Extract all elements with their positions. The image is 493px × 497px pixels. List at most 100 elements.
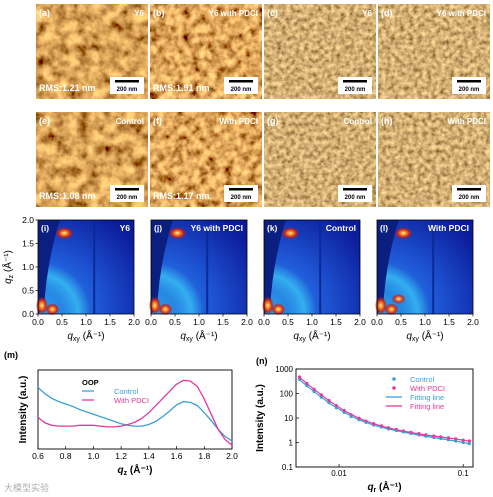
giwaxs-xlabel: qxy (Å⁻¹): [180, 329, 217, 343]
giwaxs-xtick-label: 1.0: [193, 317, 205, 327]
giwaxs-ip-spot: [45, 303, 60, 316]
afm-scalebar: [343, 80, 367, 83]
giwaxs-panel-l: (l) With PDCI 0.0 0.5 1.0 1.5 2.0 qxy (Å⁻¹): [371, 219, 479, 343]
giwaxs-xlabel-unit: (Å⁻¹): [80, 329, 105, 342]
chart-m-series-control-line: [37, 386, 233, 442]
chart-n-ytick-label: 1: [289, 439, 294, 448]
giwaxs-ip-spot: [271, 303, 286, 316]
giwaxs-detector-gap: [206, 220, 209, 314]
giwaxs-lamellar-spot: [374, 296, 387, 315]
afm-panel-c: (c) Y6 200 nm: [264, 4, 376, 99]
afm-panel-d: (d) Y6 with PDCI 200 nm: [378, 4, 490, 99]
giwaxs-xlabel: qxy (Å⁻¹): [406, 329, 443, 343]
chart-m-legend-label: Control: [114, 387, 139, 396]
giwaxs-ytick-label: 1.5: [22, 239, 34, 249]
afm-panel-label: (b): [153, 8, 165, 18]
chart-n-xtick-label: 0.1: [458, 469, 470, 478]
giwaxs-missing-wedge: [38, 220, 60, 314]
giwaxs-oop-spot: [394, 227, 413, 240]
afm-panel-title: Y6 with PDCI: [209, 9, 258, 18]
giwaxs-oop-spot: [55, 227, 74, 240]
giwaxs-lamellar-spot: [261, 296, 274, 315]
giwaxs-xtick-label: 1.0: [80, 317, 92, 327]
giwaxs-panel-title: With PDCI: [428, 223, 469, 233]
afm-scalebar-label: 200 nm: [231, 195, 252, 201]
giwaxs-ytick-label: 1.0: [22, 262, 34, 272]
chart-n-fit-line: [299, 379, 470, 445]
giwaxs-panel-label: (j): [154, 223, 162, 233]
afm-panel-label: (c): [267, 8, 278, 18]
afm-scalebar-label: 200 nm: [231, 87, 252, 93]
afm-panel-title: Y6: [134, 9, 144, 18]
chart-m-ylabel: Intensity (a.u.): [18, 376, 29, 444]
chart-m-annotation: OOP: [82, 378, 99, 387]
giwaxs-missing-wedge: [264, 220, 286, 314]
chart-m-xlabel-q: q: [118, 465, 124, 476]
chart-m-xtick-label: 1.0: [88, 451, 100, 461]
giwaxs-ylabel-unit: (Å⁻¹): [1, 250, 14, 275]
giwaxs-xtick-label: 0.0: [32, 317, 44, 327]
giwaxs-xlabel-q: q: [406, 331, 412, 342]
giwaxs-ytick-label: 2.0: [22, 215, 34, 225]
giwaxs-xlabel-sub: xy: [299, 336, 307, 343]
afm-panel-h: (h) With PDCI 200 nm: [378, 112, 490, 207]
chart-n-ylabel: Intensity (a.u.): [255, 384, 266, 452]
giwaxs-xtick-label: 1.5: [217, 317, 229, 327]
chart-m-xlabel: qz (Å⁻¹): [118, 463, 153, 477]
chart-m-xlabel-sub: z: [124, 470, 128, 477]
chart-m-legend-label: With PDCI: [114, 396, 149, 405]
giwaxs-oop-spot: [168, 227, 187, 240]
giwaxs-panel-title: Y6: [120, 223, 131, 233]
afm-panel-b: (b) Y6 with PDCI RMS:1.91 nm 200 nm: [150, 4, 262, 99]
chart-m-panel-label: (m): [4, 350, 18, 360]
chart-m-xtick-label: 0.6: [32, 451, 44, 461]
giwaxs-detector-gap: [93, 220, 96, 314]
giwaxs-xtick-label: 0.5: [56, 317, 68, 327]
afm-panel-a: (a) Y6 RMS:1.21 nm 200 nm: [36, 4, 148, 99]
giwaxs-xtick-label: 2.0: [128, 317, 140, 327]
chart-n-xlabel-sub: r: [374, 487, 377, 494]
giwaxs-panel-label: (i): [41, 223, 49, 233]
afm-rms-value: RMS:1.91 nm: [153, 83, 210, 93]
giwaxs-xlabel-unit: (Å⁻¹): [193, 329, 218, 342]
giwaxs-panel-i: (i) Y6 0.0 0.5 1.0 1.5 2.0 qxy (Å⁻¹): [32, 219, 140, 343]
afm-scalebar: [343, 188, 367, 191]
afm-scalebar-label: 200 nm: [345, 195, 366, 201]
chart-m-series-pdci-line: [37, 379, 233, 446]
afm-panel-title: Control: [344, 117, 372, 126]
chart-m-xtick-label: 1.4: [143, 451, 155, 461]
giwaxs-xlabel-sub: xy: [186, 336, 194, 343]
giwaxs-xtick-label: 1.5: [443, 317, 455, 327]
giwaxs-xtick-label: 0.5: [395, 317, 407, 327]
afm-scalebar-label: 200 nm: [117, 195, 138, 201]
giwaxs-panel-k: (k) Control 0.0 0.5 1.0 1.5 2.0 qxy (Å⁻¹): [258, 219, 366, 343]
giwaxs-panel-title: Y6 with PDCI: [191, 223, 243, 233]
afm-scalebar-label: 200 nm: [117, 87, 138, 93]
giwaxs-ip-spot: [384, 303, 399, 316]
afm-panel-title: With PDCI: [447, 117, 486, 126]
afm-panel-title: Y6 with PDCI: [437, 9, 486, 18]
afm-scalebar: [457, 188, 481, 191]
chart-m-xlabel-unit: (Å⁻¹): [127, 463, 152, 476]
giwaxs-detector-gap: [319, 220, 322, 314]
giwaxs-ytick-label: 0.0: [22, 309, 34, 319]
chart-m-xtick-label: 2.0: [226, 451, 238, 461]
afm-panel-label: (f): [153, 116, 162, 126]
giwaxs-xtick-label: 0.0: [258, 317, 270, 327]
chart-m-xtick-label: 1.2: [115, 451, 127, 461]
giwaxs-pdci-spot: [391, 293, 406, 304]
afm-scalebar: [457, 80, 481, 83]
giwaxs-xlabel-unit: (Å⁻¹): [419, 329, 444, 342]
afm-scalebar: [115, 80, 139, 83]
chart-n-ytick-label: 1000: [275, 365, 293, 374]
chart-n-fit-line: [299, 377, 470, 442]
chart-n-ytick-label: 10: [284, 414, 293, 423]
afm-panel-title: With PDCI: [219, 117, 258, 126]
giwaxs-xlabel-q: q: [293, 331, 299, 342]
afm-scalebar-label: 200 nm: [345, 87, 366, 93]
watermark-text: 大模型实验: [4, 484, 50, 494]
afm-rms-value: RMS:1.17 nm: [153, 191, 210, 201]
giwaxs-missing-wedge: [377, 220, 399, 314]
afm-scalebar: [115, 188, 139, 191]
